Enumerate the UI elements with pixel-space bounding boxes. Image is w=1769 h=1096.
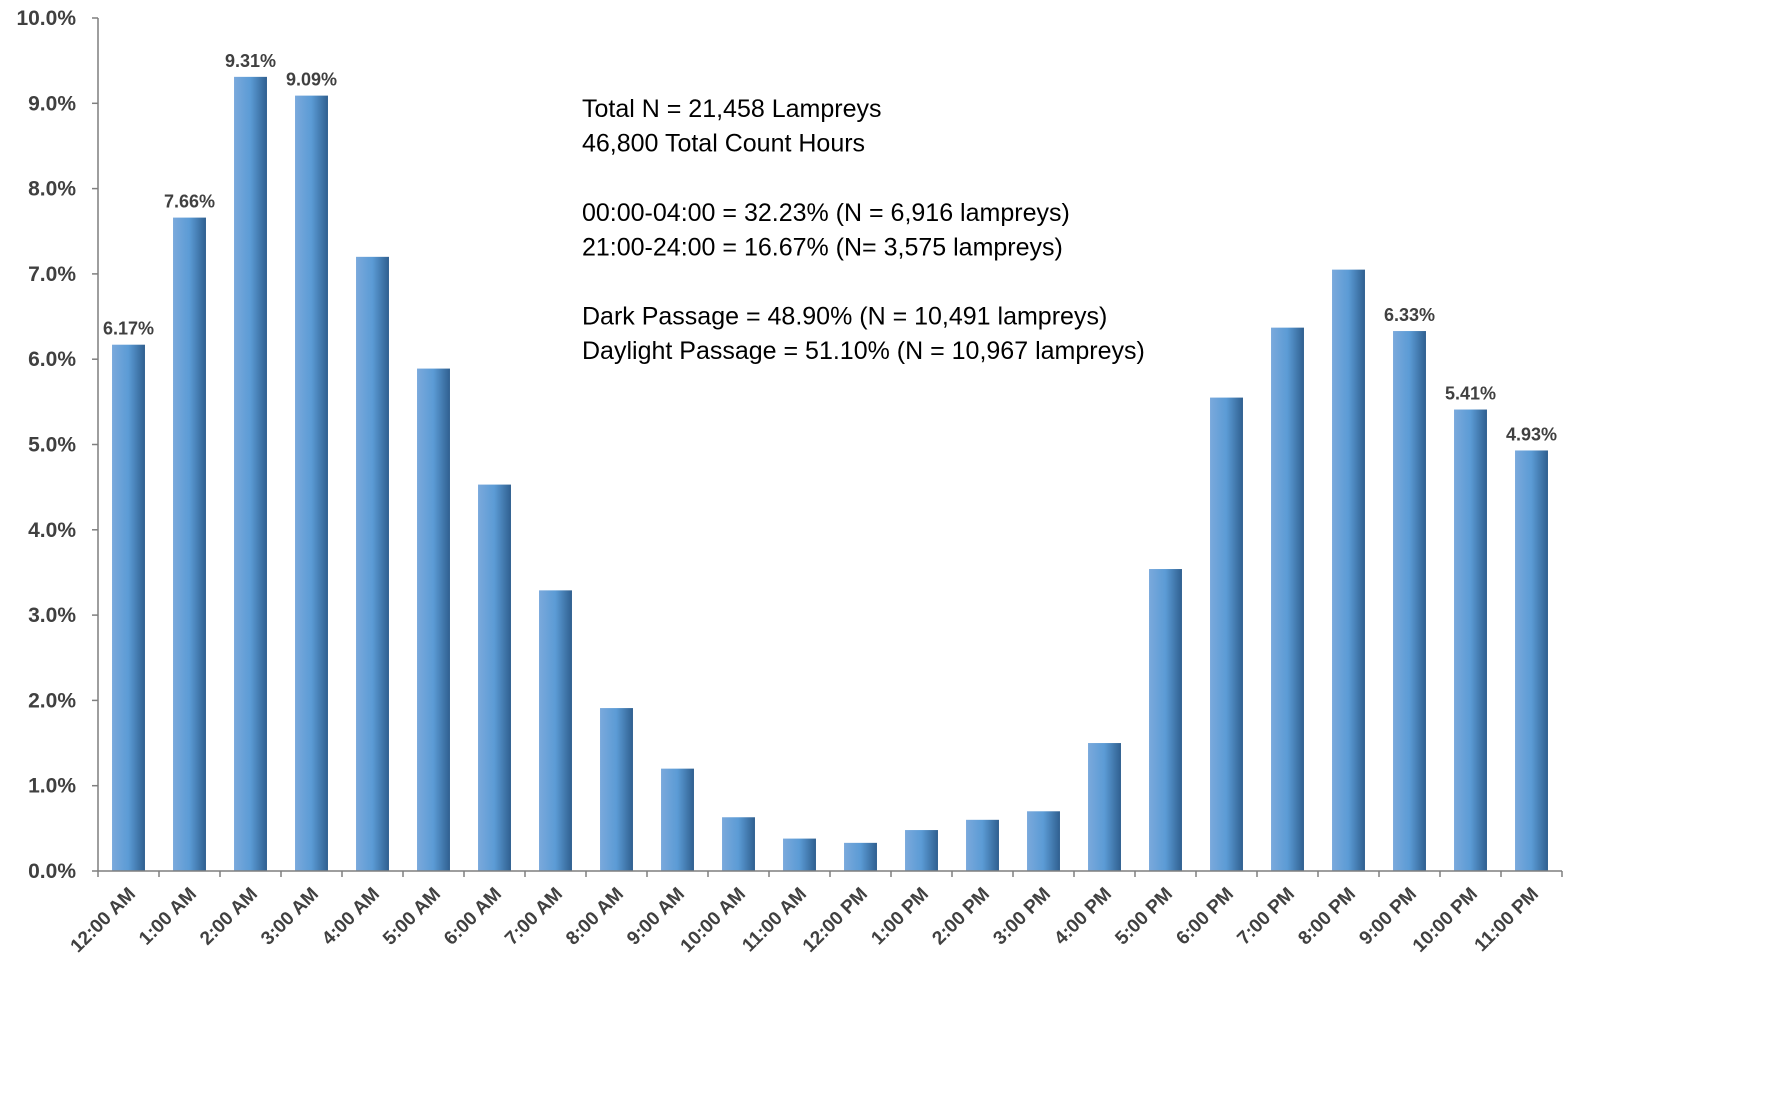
- y-tick-label-3: 3.0%: [28, 604, 76, 627]
- x-tick-label-19: 7:00 PM: [1233, 884, 1299, 950]
- x-tick-label-8: 8:00 AM: [562, 884, 628, 950]
- bar-12: [844, 842, 877, 871]
- x-tick-label-6: 6:00 AM: [440, 884, 506, 950]
- annotation-box: Total N = 21,458 Lampreys 46,800 Total Co…: [582, 95, 1145, 365]
- bar-1: [173, 217, 206, 872]
- x-tick-label-22: 10:00 PM: [1409, 884, 1482, 957]
- x-tick-label-0: 12:00 AM: [67, 884, 140, 957]
- data-label-22: 5.41%: [1445, 384, 1496, 404]
- y-tick-label-10: 10.0%: [16, 7, 76, 30]
- bar-4: [356, 256, 389, 872]
- bars-layer: [112, 76, 1548, 872]
- x-tick-label-7: 7:00 AM: [501, 884, 567, 950]
- x-tick-label-17: 5:00 PM: [1111, 884, 1177, 950]
- x-tick-label-14: 2:00 PM: [928, 884, 994, 950]
- x-tick-label-10: 10:00 AM: [677, 884, 750, 957]
- y-tick-label-7: 7.0%: [28, 263, 76, 286]
- data-label-3: 9.09%: [286, 70, 337, 90]
- data-label-2: 9.31%: [225, 51, 276, 71]
- data-label-1: 7.66%: [164, 192, 215, 212]
- bar-20: [1332, 269, 1365, 871]
- x-tick-label-23: 11:00 PM: [1471, 884, 1543, 956]
- bar-21: [1393, 331, 1426, 871]
- x-tick-label-13: 1:00 PM: [867, 884, 933, 950]
- bar-18: [1210, 397, 1243, 871]
- x-tick-label-16: 4:00 PM: [1050, 884, 1116, 950]
- annotation-line-6: Dark Passage = 48.90% (N = 10,491 lampre…: [582, 303, 1107, 331]
- bar-17: [1149, 569, 1182, 871]
- y-tick-label-8: 8.0%: [28, 178, 76, 201]
- bar-23: [1515, 450, 1548, 871]
- x-tick-label-20: 8:00 PM: [1294, 884, 1360, 950]
- x-tick-label-1: 1:00 AM: [135, 884, 201, 950]
- bar-11: [783, 838, 816, 871]
- data-label-23: 4.93%: [1506, 424, 1557, 444]
- bar-9: [661, 768, 694, 871]
- bar-0: [112, 344, 145, 871]
- x-tick-label-12: 12:00 PM: [799, 884, 872, 957]
- bar-13: [905, 830, 938, 871]
- bar-8: [600, 708, 633, 871]
- y-tick-label-6: 6.0%: [28, 348, 76, 371]
- x-tick-label-15: 3:00 PM: [989, 884, 1055, 950]
- y-tick-label-2: 2.0%: [28, 689, 76, 712]
- x-tick-label-18: 6:00 PM: [1172, 884, 1238, 950]
- x-tick-label-4: 4:00 AM: [318, 884, 384, 950]
- y-tick-label-4: 4.0%: [28, 519, 76, 542]
- bar-5: [417, 368, 450, 871]
- annotation-line-7: Daylight Passage = 51.10% (N = 10,967 la…: [582, 337, 1145, 365]
- y-tick-label-5: 5.0%: [28, 434, 76, 457]
- bar-10: [722, 817, 755, 871]
- x-tick-label-2: 2:00 AM: [196, 884, 262, 950]
- axes-layer: [92, 17, 1563, 877]
- y-tick-label-1: 1.0%: [28, 775, 76, 798]
- data-label-21: 6.33%: [1384, 305, 1435, 325]
- bar-15: [1027, 811, 1060, 871]
- bar-2: [234, 76, 267, 872]
- annotation-line-4: 21:00-24:00 = 16.67% (N= 3,575 lampreys): [582, 233, 1063, 261]
- x-tick-label-3: 3:00 AM: [257, 884, 323, 950]
- bar-7: [539, 590, 572, 871]
- data-label-0: 6.17%: [103, 319, 154, 339]
- bar-22: [1454, 409, 1487, 871]
- annotation-line-3: 00:00-04:00 = 32.23% (N = 6,916 lampreys…: [582, 199, 1070, 227]
- bar-16: [1088, 743, 1121, 871]
- bar-14: [966, 819, 999, 871]
- bar-19: [1271, 327, 1304, 871]
- x-tick-label-5: 5:00 AM: [379, 884, 445, 950]
- y-tick-label-0: 0.0%: [28, 860, 76, 883]
- x-tick-label-11: 11:00 AM: [738, 884, 811, 957]
- annotation-line-1: 46,800 Total Count Hours: [582, 130, 865, 158]
- y-tick-label-9: 9.0%: [28, 92, 76, 115]
- bar-6: [478, 484, 511, 871]
- annotation-line-0: Total N = 21,458 Lampreys: [582, 95, 881, 123]
- bar-3: [295, 95, 328, 872]
